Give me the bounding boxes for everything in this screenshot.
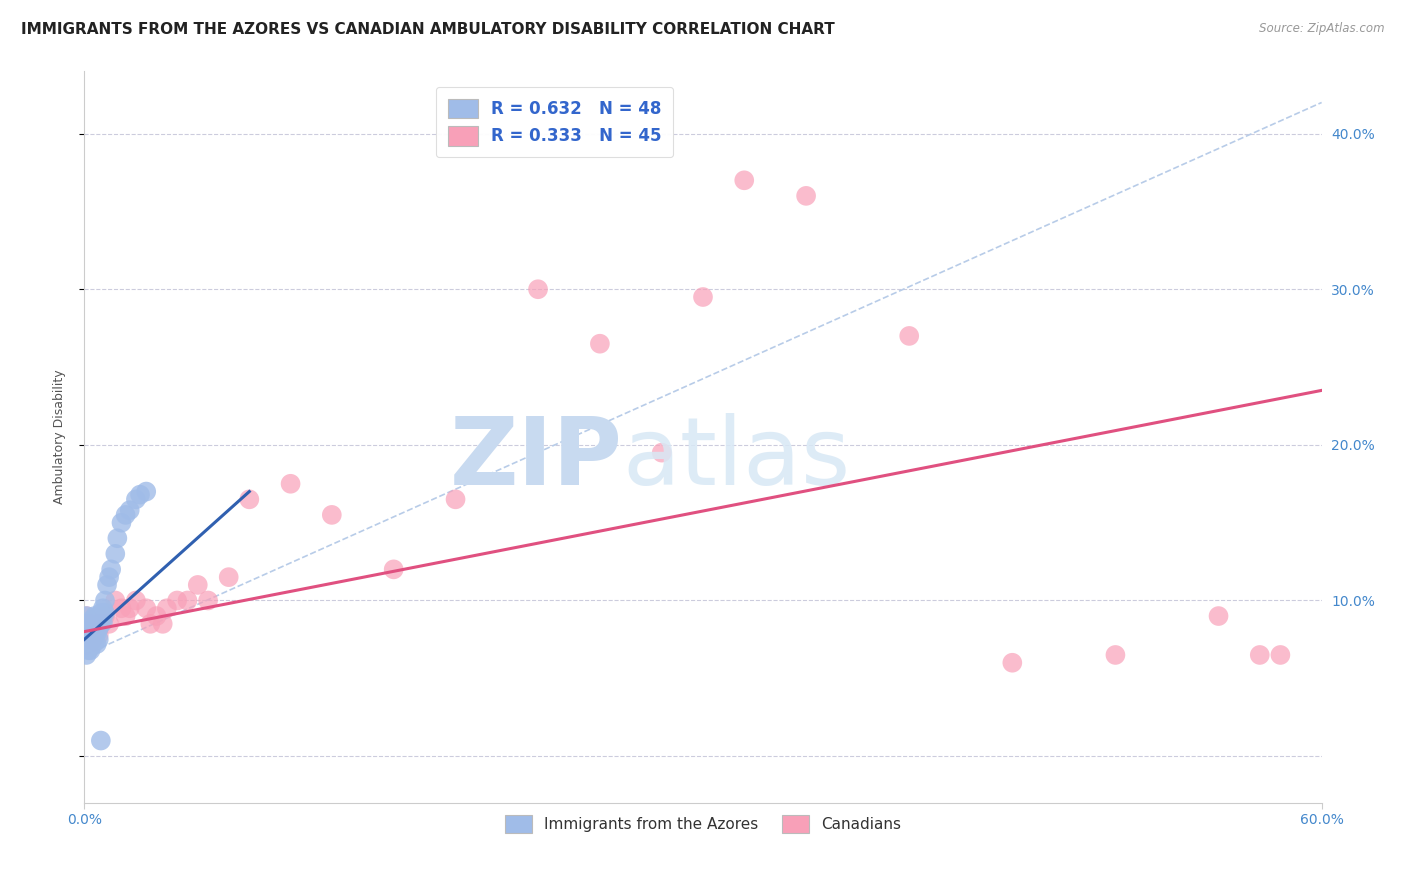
Point bbox=[91, 615, 114, 630]
Point bbox=[125, 593, 148, 607]
Point bbox=[87, 622, 110, 636]
Point bbox=[77, 616, 100, 631]
Point bbox=[1001, 656, 1024, 670]
Point bbox=[79, 622, 101, 636]
Point bbox=[152, 616, 174, 631]
Point bbox=[197, 593, 219, 607]
Point bbox=[110, 601, 132, 615]
Point bbox=[104, 593, 127, 607]
Point bbox=[77, 628, 100, 642]
Point bbox=[83, 635, 105, 649]
Point bbox=[83, 631, 105, 645]
Point bbox=[75, 616, 97, 631]
Point bbox=[90, 606, 112, 620]
Point bbox=[156, 601, 179, 615]
Point bbox=[79, 632, 101, 647]
Point bbox=[139, 616, 162, 631]
Point bbox=[77, 622, 100, 636]
Point bbox=[444, 492, 467, 507]
Text: Source: ZipAtlas.com: Source: ZipAtlas.com bbox=[1260, 22, 1385, 36]
Point bbox=[82, 635, 104, 649]
Text: atlas: atlas bbox=[623, 413, 851, 505]
Point bbox=[733, 173, 755, 187]
Point bbox=[75, 648, 97, 662]
Point bbox=[238, 492, 260, 507]
Point bbox=[100, 562, 122, 576]
Point bbox=[898, 329, 921, 343]
Point bbox=[94, 609, 117, 624]
Point bbox=[82, 628, 104, 642]
Point bbox=[1104, 648, 1126, 662]
Point bbox=[91, 601, 114, 615]
Point bbox=[176, 593, 198, 607]
Point bbox=[125, 492, 148, 507]
Point bbox=[105, 531, 128, 545]
Point bbox=[75, 632, 97, 647]
Point bbox=[79, 640, 101, 655]
Point bbox=[90, 616, 112, 631]
Point bbox=[82, 632, 104, 647]
Point bbox=[82, 620, 104, 634]
Point bbox=[145, 609, 167, 624]
Point bbox=[86, 626, 108, 640]
Legend: Immigrants from the Azores, Canadians: Immigrants from the Azores, Canadians bbox=[499, 809, 907, 839]
Point bbox=[110, 516, 132, 530]
Point bbox=[75, 624, 97, 639]
Point bbox=[1270, 648, 1292, 662]
Point bbox=[94, 606, 117, 620]
Point bbox=[87, 612, 110, 626]
Point bbox=[75, 609, 97, 624]
Point bbox=[83, 622, 105, 636]
Point bbox=[104, 547, 127, 561]
Point bbox=[77, 643, 100, 657]
Point bbox=[77, 628, 100, 642]
Point bbox=[79, 616, 101, 631]
Text: IMMIGRANTS FROM THE AZORES VS CANADIAN AMBULATORY DISABILITY CORRELATION CHART: IMMIGRANTS FROM THE AZORES VS CANADIAN A… bbox=[21, 22, 835, 37]
Point bbox=[83, 609, 105, 624]
Point bbox=[83, 624, 105, 639]
Point bbox=[187, 578, 209, 592]
Point bbox=[321, 508, 343, 522]
Point bbox=[94, 593, 117, 607]
Point bbox=[280, 476, 302, 491]
Point bbox=[135, 601, 157, 615]
Point bbox=[77, 637, 100, 651]
Point bbox=[82, 612, 104, 626]
Point bbox=[75, 609, 97, 624]
Point bbox=[1249, 648, 1271, 662]
Y-axis label: Ambulatory Disability: Ambulatory Disability bbox=[53, 370, 66, 504]
Point bbox=[90, 616, 112, 631]
Point bbox=[114, 609, 136, 624]
Point bbox=[87, 632, 110, 647]
Point bbox=[114, 508, 136, 522]
Point bbox=[166, 593, 188, 607]
Point bbox=[86, 637, 108, 651]
Point bbox=[135, 484, 157, 499]
Point bbox=[77, 632, 100, 647]
Point bbox=[98, 616, 121, 631]
Point bbox=[98, 570, 121, 584]
Point bbox=[75, 624, 97, 639]
Point bbox=[382, 562, 405, 576]
Point bbox=[118, 503, 141, 517]
Point bbox=[75, 640, 97, 655]
Point bbox=[79, 643, 101, 657]
Point bbox=[218, 570, 240, 584]
Text: ZIP: ZIP bbox=[450, 413, 623, 505]
Point bbox=[86, 620, 108, 634]
Point bbox=[87, 628, 110, 642]
Point bbox=[589, 336, 612, 351]
Point bbox=[527, 282, 550, 296]
Point bbox=[1208, 609, 1230, 624]
Point bbox=[79, 640, 101, 655]
Point bbox=[118, 601, 141, 615]
Point bbox=[86, 616, 108, 631]
Point bbox=[692, 290, 714, 304]
Point bbox=[79, 624, 101, 639]
Point bbox=[96, 578, 118, 592]
Point bbox=[129, 488, 152, 502]
Point bbox=[651, 445, 673, 459]
Point bbox=[794, 189, 817, 203]
Point bbox=[90, 733, 112, 747]
